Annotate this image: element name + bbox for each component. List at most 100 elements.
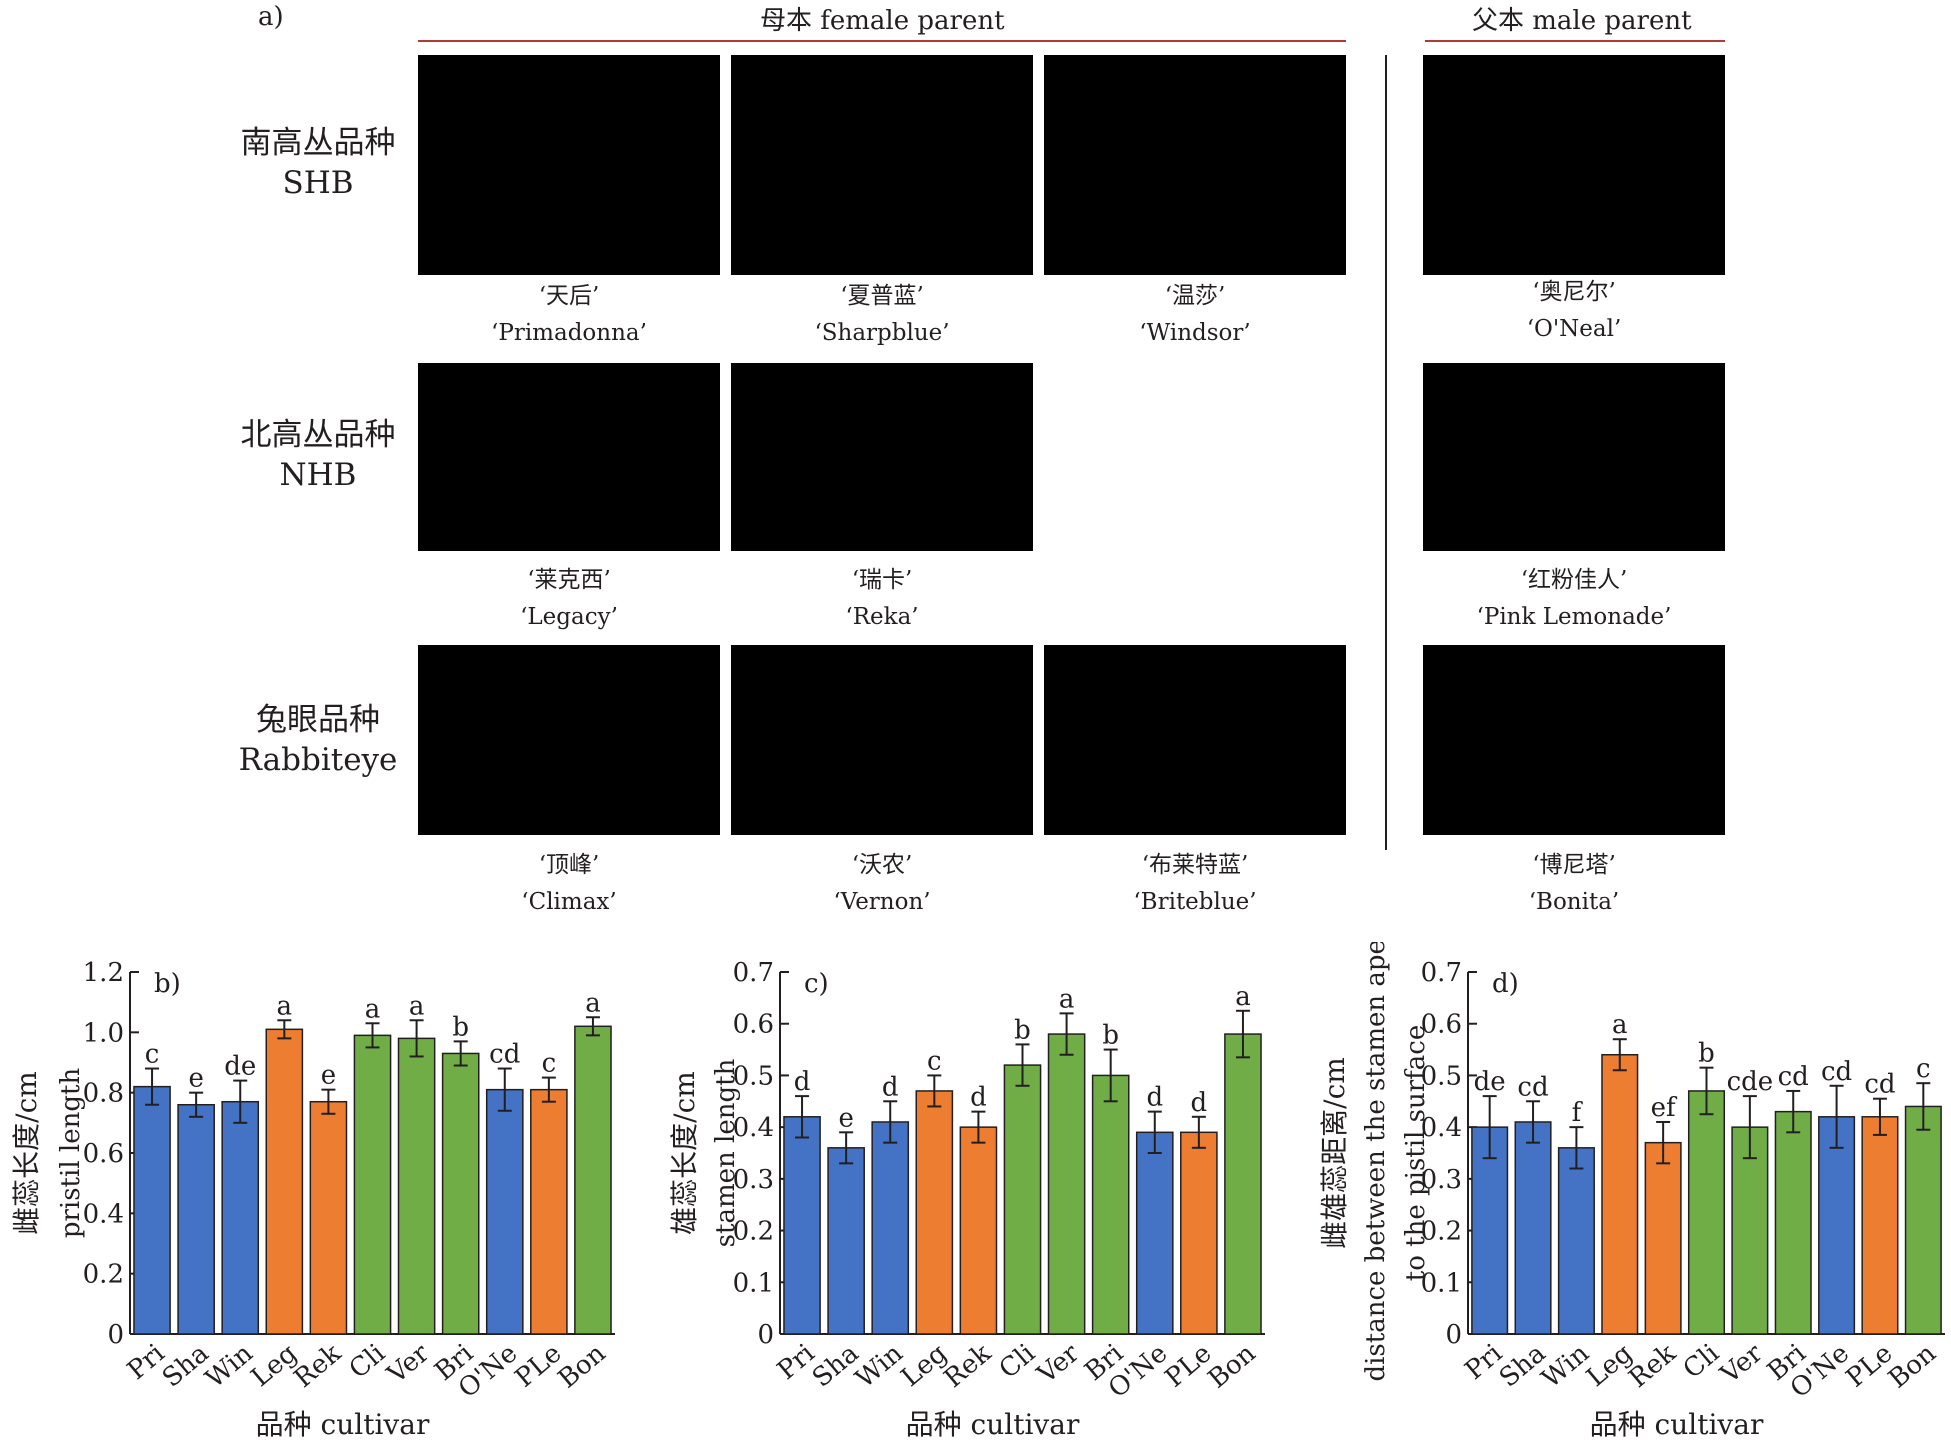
y-tick-label: 0.7 bbox=[733, 958, 774, 988]
female-header-rule bbox=[418, 40, 1346, 42]
y-tick-label: 0.6 bbox=[1421, 1010, 1462, 1040]
y-axis-label-cn: 雌雄蕊距离/cm bbox=[1318, 1057, 1351, 1249]
x-tick-label: Rek bbox=[289, 1338, 347, 1394]
row-label-cn: 北高丛品种 bbox=[240, 417, 396, 453]
male-parent-header: 父本 male parent bbox=[1472, 6, 1692, 36]
bar bbox=[1644, 1141, 1682, 1335]
caption-cn: ‘布莱特蓝’ bbox=[1141, 852, 1249, 878]
caption-cn: ‘温莎’ bbox=[1164, 283, 1226, 309]
significance-letter: cd bbox=[489, 1040, 520, 1070]
caption-cn: ‘沃农’ bbox=[851, 852, 913, 878]
caption-windsor: ‘温莎’ ‘Windsor’ bbox=[1045, 278, 1345, 352]
y-tick-label: 1.0 bbox=[83, 1018, 124, 1048]
bar bbox=[133, 1085, 171, 1335]
y-tick-label: 0 bbox=[757, 1320, 774, 1350]
bar bbox=[1557, 1147, 1595, 1335]
caption-en: ‘Primadonna’ bbox=[491, 320, 647, 346]
significance-letter: ef bbox=[1651, 1093, 1678, 1123]
significance-letter: a bbox=[1059, 984, 1075, 1014]
caption-en: ‘Bonita’ bbox=[1528, 889, 1620, 915]
caption-cn: ‘红粉佳人’ bbox=[1520, 567, 1628, 593]
significance-letter: a bbox=[365, 994, 381, 1024]
bar bbox=[1047, 1033, 1086, 1335]
y-tick-label: 0.1 bbox=[1421, 1268, 1462, 1298]
significance-letter: c bbox=[927, 1046, 942, 1076]
x-tick-label: Cli bbox=[994, 1338, 1041, 1384]
y-tick-label: 0.4 bbox=[733, 1113, 774, 1143]
caption-climax: ‘顶峰’ ‘Climax’ bbox=[419, 847, 719, 921]
x-axis-label: 品种 cultivar bbox=[256, 1408, 430, 1441]
x-tick-label: Cli bbox=[344, 1338, 391, 1384]
caption-cn: ‘奥尼尔’ bbox=[1532, 279, 1616, 305]
bar bbox=[1904, 1105, 1942, 1335]
male-header-rule bbox=[1425, 40, 1725, 42]
female-parent-header: 母本 female parent bbox=[760, 6, 1005, 36]
y-tick-label: 0.8 bbox=[83, 1079, 124, 1109]
y-tick-label: 0 bbox=[1445, 1320, 1462, 1350]
flower-photo-windsor bbox=[1044, 55, 1346, 275]
row-label-cn: 南高丛品种 bbox=[240, 125, 396, 161]
panel-letter: b) bbox=[154, 969, 181, 999]
chart-d: 00.10.20.30.40.50.60.7 d)dePricdShafWinaL… bbox=[1318, 942, 1945, 1441]
bar bbox=[1180, 1131, 1218, 1335]
significance-letter: b bbox=[1014, 1015, 1031, 1045]
row-label-nhb: 北高丛品种 NHB bbox=[198, 415, 438, 495]
significance-letter: de bbox=[1474, 1067, 1506, 1097]
significance-letter: e bbox=[321, 1061, 336, 1091]
caption-primadonna: ‘天后’ ‘Primadonna’ bbox=[419, 278, 719, 352]
y-axis-label-en: distance between the stamen apex bbox=[1361, 942, 1391, 1382]
caption-reka: ‘瑞卡’ ‘Reka’ bbox=[732, 562, 1032, 636]
bar bbox=[309, 1100, 348, 1335]
bar bbox=[177, 1103, 215, 1335]
row-label-cn: 兔眼品种 bbox=[256, 702, 380, 738]
significance-letter: e bbox=[188, 1064, 203, 1094]
bar bbox=[1514, 1121, 1552, 1335]
bar bbox=[1818, 1116, 1856, 1335]
caption-oneal: ‘奥尼尔’ ‘O'Neal’ bbox=[1424, 274, 1724, 348]
x-tick-label: Cli bbox=[1678, 1338, 1725, 1384]
significance-letter: cde bbox=[1727, 1067, 1774, 1097]
y-tick-label: 0.7 bbox=[1421, 958, 1462, 988]
caption-en: ‘Pink Lemonade’ bbox=[1476, 604, 1672, 630]
bar bbox=[915, 1090, 954, 1335]
bar bbox=[1687, 1090, 1726, 1335]
flower-photo-bonita bbox=[1423, 645, 1725, 835]
bar bbox=[441, 1052, 480, 1335]
bar bbox=[783, 1116, 821, 1335]
caption-en: ‘Climax’ bbox=[521, 889, 617, 915]
significance-letter: d bbox=[882, 1072, 899, 1102]
y-tick-label: 0 bbox=[107, 1320, 124, 1350]
bar bbox=[1003, 1064, 1042, 1335]
flower-photo-legacy bbox=[418, 363, 720, 551]
bar bbox=[959, 1126, 998, 1335]
y-tick-label: 0.3 bbox=[733, 1165, 774, 1195]
y-axis-label-en: to the pistil surface bbox=[1401, 1025, 1431, 1281]
significance-letter: b bbox=[1102, 1021, 1119, 1051]
bar bbox=[1224, 1033, 1262, 1335]
bar bbox=[1091, 1074, 1130, 1335]
panel-a-letter: a) bbox=[258, 2, 284, 32]
significance-letter: d bbox=[970, 1083, 987, 1113]
y-tick-label: 0.2 bbox=[83, 1260, 124, 1290]
bar bbox=[353, 1034, 392, 1335]
x-axis-label: 品种 cultivar bbox=[906, 1408, 1080, 1441]
row-label-en: Rabbiteye bbox=[238, 742, 398, 778]
bar bbox=[1601, 1053, 1639, 1335]
x-tick-label: Bon bbox=[1883, 1338, 1942, 1394]
caption-en: ‘Reka’ bbox=[845, 604, 919, 630]
caption-en: ‘Vernon’ bbox=[833, 889, 931, 915]
x-tick-label: Rek bbox=[1623, 1338, 1681, 1394]
y-tick-label: 0.1 bbox=[733, 1268, 774, 1298]
bar-charts: 00.20.40.60.81.01.2 b)cPrieShadeWinaLegeR… bbox=[10, 942, 1945, 1441]
x-tick-label: Bon bbox=[1203, 1338, 1262, 1394]
caption-briteblue: ‘布莱特蓝’ ‘Briteblue’ bbox=[1045, 847, 1345, 921]
caption-cn: ‘天后’ bbox=[538, 283, 600, 309]
significance-letter: c bbox=[1916, 1054, 1931, 1084]
caption-cn: ‘夏普蓝’ bbox=[840, 283, 924, 309]
flower-photo-briteblue bbox=[1044, 645, 1346, 835]
caption-cn: ‘瑞卡’ bbox=[851, 567, 913, 593]
caption-en: ‘Windsor’ bbox=[1139, 320, 1251, 346]
chart-c: 00.10.20.30.40.50.60.7 c)dPrieShadWincLeg… bbox=[668, 958, 1265, 1441]
y-axis-label-en: stamen length bbox=[711, 1058, 741, 1247]
x-tick-label: Ver bbox=[381, 1338, 435, 1390]
